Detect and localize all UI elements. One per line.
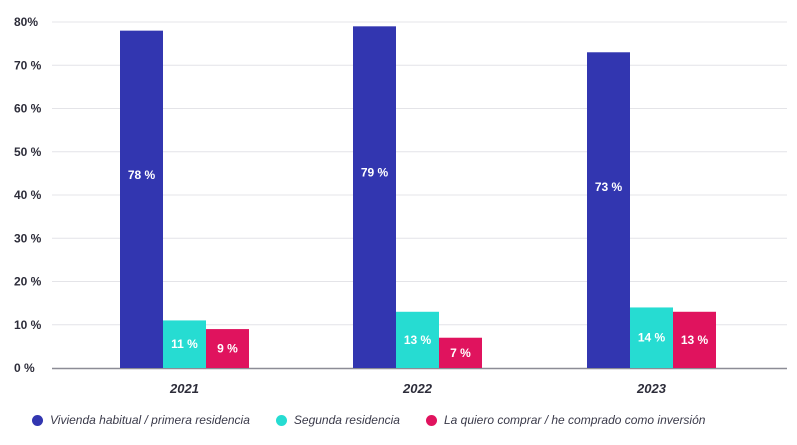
bar [120,30,163,369]
bar [163,320,206,368]
bar-value-label: 73 % [595,180,623,194]
legend-label: Vivienda habitual / primera residencia [50,413,250,427]
bars [120,26,716,369]
legend-swatch [275,414,287,426]
x-tick-label: 2023 [636,381,667,396]
bar-value-label: 78 % [128,168,156,182]
x-axis-ticks: 2021 2022 2023 [169,381,667,396]
bar-value-label: 7 % [450,346,471,360]
bar [587,52,630,369]
legend-item-inversion: La quiero comprar / he comprado como inv… [425,413,706,427]
bar [206,329,249,368]
legend-item-vivienda: Vivienda habitual / primera residencia [32,413,250,427]
y-tick-label: 30 % [14,231,42,245]
gridlines [52,21,787,370]
y-tick-label: 0 % [14,361,35,375]
y-tick-label: 70 % [14,58,42,72]
bar-value-label: 14 % [638,331,666,345]
bar [673,311,716,368]
bar-labels: 78 % 11 % 9 % 79 % 13 % 7 % 73 % 14 % 13 % [128,166,709,360]
legend-label: Segunda residencia [293,413,400,427]
y-tick-label: 40 % [14,188,42,202]
y-tick-label: 10 % [14,318,42,332]
x-tick-label: 2022 [402,381,433,396]
y-tick-label: 50 % [14,145,42,159]
y-axis-ticks: 0 % 10 % 20 % 30 % 40 % 50 % 60 % 70 % 80% [14,15,42,375]
bar [396,311,439,368]
legend-swatch [32,414,43,426]
bar-value-label: 79 % [361,166,389,180]
bar-value-label: 11 % [171,337,198,351]
legend-item-segunda: Segunda residencia [275,413,400,427]
bar-value-label: 9 % [217,342,238,356]
bar-value-label: 13 % [404,333,432,347]
legend-label: La quiero comprar / he comprado como inv… [443,413,706,427]
y-tick-label: 20 % [14,275,42,289]
legend-swatch [425,414,437,426]
bar [353,26,396,368]
bar-value-label: 13 % [681,333,709,347]
y-tick-label: 60 % [14,102,42,116]
y-tick-label: 80% [14,15,38,29]
legend: Vivienda habitual / primera residencia S… [32,410,731,430]
bar [630,307,673,368]
x-tick-label: 2021 [169,381,199,396]
bar [439,337,482,368]
